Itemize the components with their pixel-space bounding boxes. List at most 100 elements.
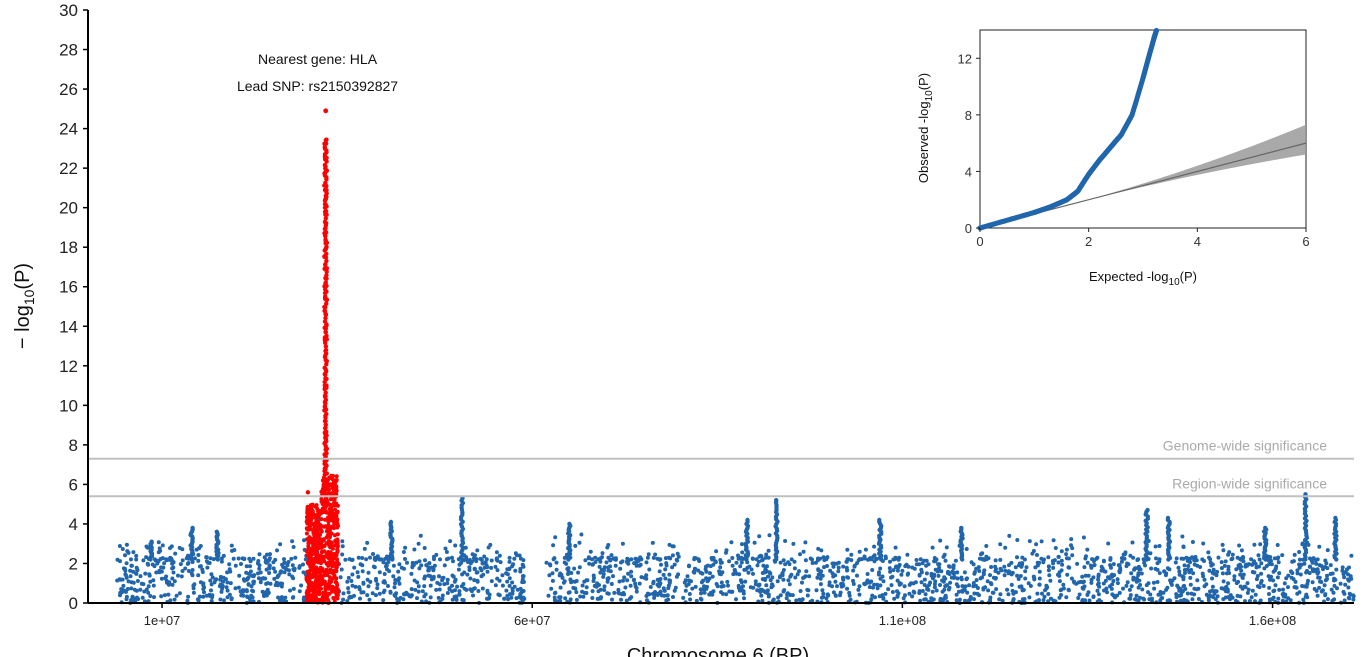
snp-point (135, 595, 139, 600)
snp-point (1131, 577, 1136, 582)
snp-point (926, 587, 931, 592)
x-tick-label: 1.6e+08 (1249, 613, 1296, 628)
snp-point (629, 569, 634, 574)
snp-point (174, 593, 179, 598)
y-tick-label: 4 (69, 515, 78, 534)
snp-point (420, 589, 425, 594)
snp-point (1034, 542, 1039, 547)
snp-point (740, 542, 744, 547)
y-tick-label: 6 (69, 475, 78, 494)
snp-point (1238, 594, 1243, 599)
snp-point (1124, 583, 1129, 588)
snp-point (1003, 545, 1008, 550)
snp-point (478, 566, 483, 571)
snp-point (211, 557, 216, 562)
snp-point (1286, 585, 1290, 590)
snp-point (1271, 589, 1276, 594)
snp-point (1066, 588, 1071, 593)
snp-point (347, 557, 352, 562)
snp-point (1304, 570, 1309, 575)
snp-point (172, 579, 177, 584)
snp-point (489, 579, 494, 584)
snp-point (611, 574, 615, 579)
snp-point (634, 589, 639, 594)
snp-point (1198, 565, 1203, 569)
snp-point (604, 560, 609, 565)
snp-point (927, 583, 932, 587)
snp-point (315, 506, 320, 511)
snp-point (381, 590, 386, 595)
snp-point (264, 567, 269, 572)
snp-point (1286, 573, 1291, 578)
snp-point (323, 237, 328, 242)
snp-point (1188, 575, 1193, 580)
snp-point (233, 563, 238, 568)
snp-point (1134, 593, 1139, 598)
snp-point (159, 594, 164, 599)
snp-point (323, 517, 327, 522)
snp-point (316, 580, 321, 585)
snp-point (324, 148, 329, 153)
snp-point (462, 570, 467, 575)
snp-point (156, 550, 161, 555)
snp-point (730, 556, 735, 560)
snp-point (718, 565, 723, 570)
snp-point (981, 572, 986, 577)
snp-point (1206, 550, 1211, 555)
snp-point (1069, 537, 1074, 542)
snp-point (236, 556, 241, 561)
snp-point (209, 582, 214, 587)
snp-point (327, 575, 332, 580)
snp-point (225, 580, 230, 585)
snp-point (495, 568, 500, 573)
snp-point (323, 141, 329, 146)
snp-point (1032, 577, 1037, 582)
snp-point (874, 557, 879, 561)
snp-point (309, 563, 314, 567)
snp-point (980, 557, 985, 561)
snp-point (1179, 556, 1184, 561)
snp-point (384, 563, 389, 568)
snp-point (517, 553, 522, 558)
snp-point (896, 557, 901, 562)
snp-point (257, 563, 262, 568)
snp-point (764, 568, 768, 573)
snp-point (1189, 591, 1194, 596)
snp-point (686, 582, 691, 587)
snp-point (819, 548, 824, 553)
snp-point (301, 570, 306, 575)
snp-point (567, 521, 572, 527)
snp-point (314, 552, 319, 557)
snp-point (713, 560, 718, 564)
snp-point (1343, 582, 1348, 587)
snp-point (317, 524, 322, 528)
snp-point (1257, 564, 1261, 569)
snp-point (1221, 586, 1226, 591)
snp-point (346, 586, 351, 591)
snp-point (1184, 598, 1189, 603)
snp-point (279, 584, 284, 589)
snp-point (219, 589, 224, 594)
snp-point (170, 582, 175, 587)
snp-point (1039, 539, 1044, 544)
snp-point (332, 533, 337, 538)
snp-point (320, 544, 325, 549)
snp-point (323, 443, 328, 449)
snp-point (760, 598, 765, 603)
snp-point (324, 351, 329, 356)
snp-point (1256, 553, 1261, 558)
snp-point (797, 569, 801, 574)
snp-point (264, 581, 269, 586)
snp-point (759, 593, 764, 598)
snp-point (381, 598, 386, 603)
snp-point (278, 570, 283, 575)
snp-point (639, 557, 644, 562)
snp-point (462, 586, 467, 591)
x-tick-label: 6e+07 (514, 613, 551, 628)
snp-point (171, 570, 176, 575)
snp-point (892, 596, 897, 601)
snp-point (521, 589, 526, 593)
snp-point (600, 551, 605, 556)
snp-point (335, 593, 340, 598)
